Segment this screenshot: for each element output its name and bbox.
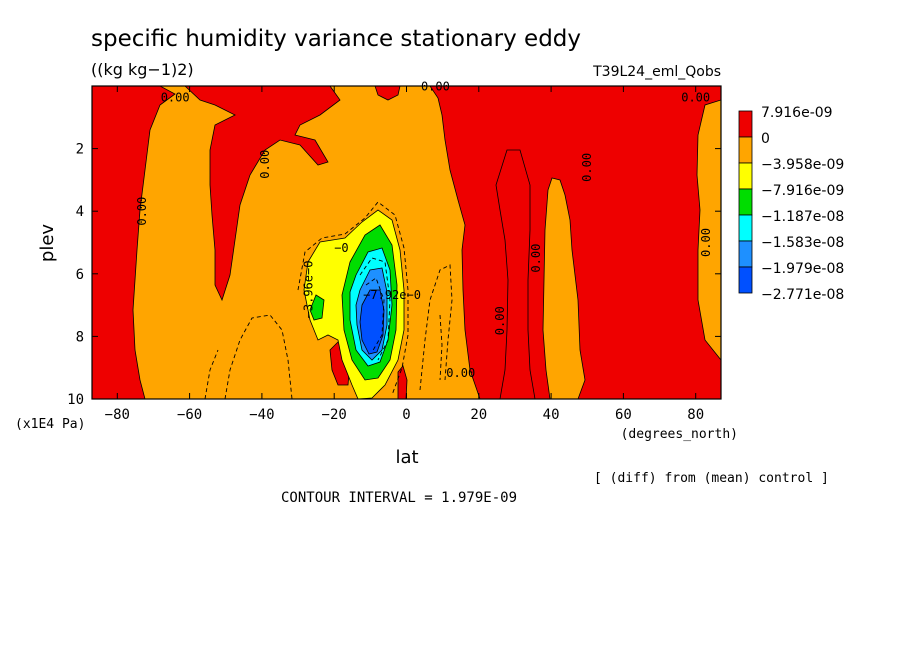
x-tick-label: −60 bbox=[177, 407, 202, 423]
contour-label: −3.96e−0 bbox=[302, 261, 316, 319]
legend-label: −1.583e-08 bbox=[761, 235, 844, 251]
positive-region-strip bbox=[495, 149, 536, 399]
legend-label: −1.979e-08 bbox=[761, 261, 844, 277]
contour-interval: CONTOUR INTERVAL = 1.979E-09 bbox=[281, 490, 517, 506]
x-tick-label: −80 bbox=[105, 407, 130, 423]
legend-swatch bbox=[738, 110, 753, 138]
contour-label: −0 bbox=[334, 241, 348, 255]
contour-labels: 0.00 0.00 0.00 0.00 0.00 0.00 0.00 0.00 0.00 0.00… bbox=[135, 80, 713, 380]
positive-region-left bbox=[92, 86, 176, 399]
contour-label: −7.92e−0 bbox=[363, 288, 421, 302]
positive-region-small-b bbox=[397, 365, 408, 399]
contour-label: 0.00 bbox=[446, 366, 475, 380]
neg-level-2-side bbox=[309, 294, 325, 321]
y-axis-units: (x1E4 Pa) bbox=[15, 417, 85, 432]
plot-area bbox=[91, 85, 722, 400]
x-axis-units: (degrees_north) bbox=[621, 427, 738, 442]
y-tick-label: 4 bbox=[76, 204, 84, 220]
contour-label: 0.00 bbox=[681, 91, 710, 105]
x-axis-label: lat bbox=[395, 447, 418, 468]
contour-label: 0.00 bbox=[529, 244, 543, 273]
experiment-label: T39L24_eml_Qobs bbox=[592, 64, 721, 80]
contour-label: 0.00 bbox=[258, 150, 272, 179]
y-tick-label: 6 bbox=[76, 267, 84, 283]
x-tick-label: −40 bbox=[249, 407, 274, 423]
contour-label: 0.00 bbox=[493, 306, 507, 335]
y-axis-label: plev bbox=[37, 224, 58, 263]
contour-label: 0.00 bbox=[580, 153, 594, 182]
legend-label: 0 bbox=[761, 131, 770, 147]
x-tick-label: 0 bbox=[402, 407, 410, 423]
y-tick-label: 10 bbox=[67, 392, 84, 408]
chart-units: ((kg kg−1)2) bbox=[91, 60, 194, 79]
neg-level-5 bbox=[359, 289, 385, 355]
legend-label: −1.187e-08 bbox=[761, 209, 844, 225]
y-axis-ticks: 2 4 6 8 10 bbox=[67, 142, 721, 408]
contour-label: 0.00 bbox=[421, 80, 450, 94]
dashed-contours bbox=[204, 201, 453, 399]
contour-label: 0.00 bbox=[135, 197, 149, 226]
contour-label: 0.00 bbox=[699, 228, 713, 257]
legend-swatch bbox=[738, 136, 753, 164]
legend-swatch bbox=[738, 240, 753, 268]
legend-swatch bbox=[738, 188, 753, 216]
positive-region-dip bbox=[374, 86, 401, 101]
x-axis-ticks: −80 −60 −40 −20 0 20 40 60 80 bbox=[105, 86, 704, 423]
legend-swatch bbox=[738, 162, 753, 190]
legend-swatch bbox=[738, 214, 753, 242]
x-tick-label: 20 bbox=[470, 407, 487, 423]
legend-label: 7.916e-09 bbox=[761, 105, 833, 121]
legend-label: −7.916e-09 bbox=[761, 183, 844, 199]
x-tick-label: 40 bbox=[543, 407, 560, 423]
y-tick-label: 2 bbox=[76, 142, 84, 158]
legend-label: −2.771e-08 bbox=[761, 287, 844, 303]
x-tick-label: 60 bbox=[615, 407, 632, 423]
x-tick-label: −20 bbox=[322, 407, 347, 423]
contour-label: 0.00 bbox=[161, 91, 190, 105]
positive-region-left-2 bbox=[184, 86, 341, 302]
x-tick-label: 80 bbox=[687, 407, 704, 423]
chart-title: specific humidity variance stationary ed… bbox=[91, 26, 581, 52]
legend-label: −3.958e-09 bbox=[761, 157, 844, 173]
legend-swatch bbox=[738, 266, 753, 294]
diff-note: [ (diff) from (mean) control ] bbox=[594, 471, 829, 486]
y-tick-label: 8 bbox=[76, 329, 84, 345]
color-legend: 7.916e-09 0 −3.958e-09 −7.916e-09 −1.187e-08… bbox=[738, 105, 844, 303]
